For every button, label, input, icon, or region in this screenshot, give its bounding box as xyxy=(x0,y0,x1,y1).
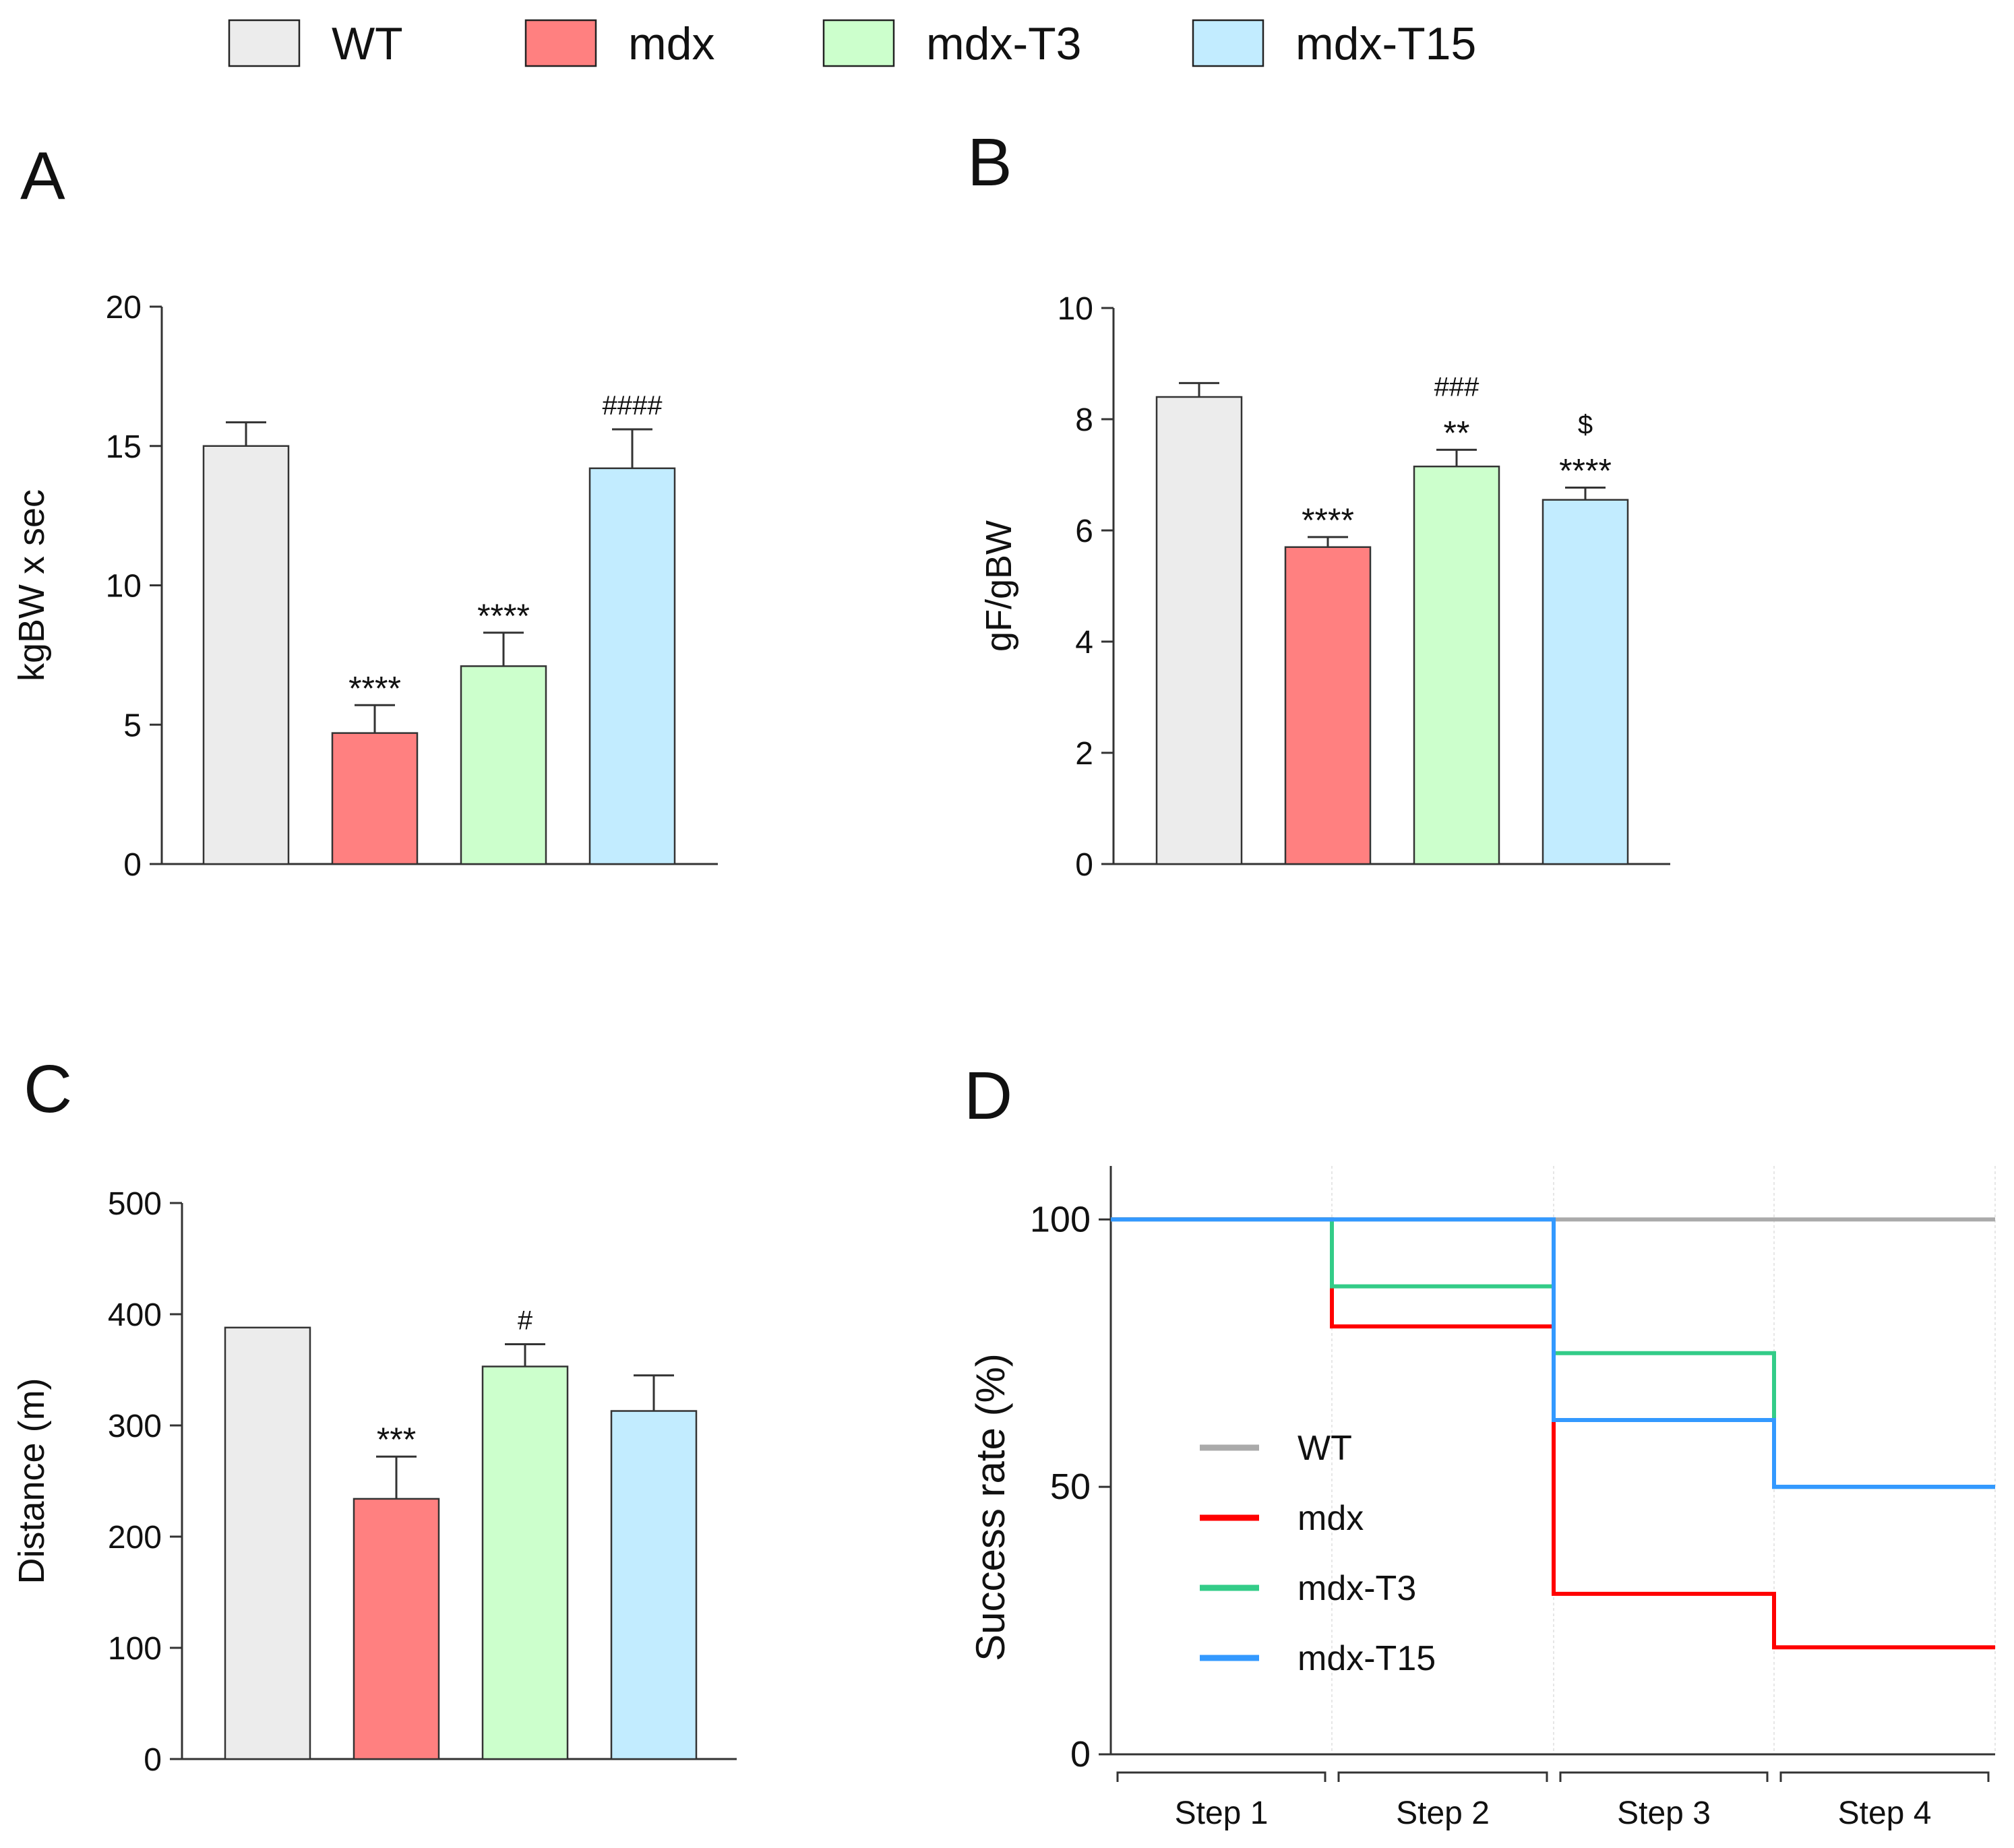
panel-b-y-tick-label: 6 xyxy=(1075,514,1093,549)
panel-b-letter: B xyxy=(967,125,1012,200)
panel-d-y-tick-label: 50 xyxy=(1050,1467,1091,1507)
panel-a-y-tick-label: 10 xyxy=(106,569,142,605)
panel-c-letter: C xyxy=(24,1051,72,1127)
figure-legend: WT mdx mdx-T3 mdx-T15 xyxy=(228,18,1476,69)
legend-label-mdx-t3: mdx-T3 xyxy=(926,18,1081,69)
panel-a-significance-label: **** xyxy=(477,597,530,635)
legend-label-mdx: mdx xyxy=(628,18,714,69)
panel-c-y-tick-label: 200 xyxy=(108,1520,162,1556)
panel-b-significance-label: ### xyxy=(1434,372,1479,402)
panel-c-y-tick-label: 400 xyxy=(108,1297,162,1333)
panel-b-y-axis-label: gF/gBW xyxy=(979,520,1019,652)
panel-c-y-tick-label: 500 xyxy=(108,1186,162,1222)
panel-d-legend-label-mdx: mdx xyxy=(1298,1499,1364,1538)
panel-b-bar-mdx xyxy=(1284,546,1372,865)
panel-a-y-tick-label: 0 xyxy=(123,847,142,883)
panel-b-y-tick-label: 4 xyxy=(1075,625,1093,660)
legend-swatch-mdx xyxy=(524,19,597,67)
panel-d-x-tick-label: Step 2 xyxy=(1396,1795,1490,1831)
panel-c-bar-mdx-t3 xyxy=(481,1365,569,1760)
panel-d-legend-label-mdx-t15: mdx-T15 xyxy=(1298,1639,1436,1678)
panel-c-bar-mdx xyxy=(353,1498,440,1760)
panel-a-bar-wt xyxy=(202,445,290,865)
panel-b-y-tick-label: 8 xyxy=(1075,402,1093,438)
panel-b-bar-wt xyxy=(1155,396,1243,865)
panel-b-significance-label: ** xyxy=(1444,414,1470,452)
panel-b-significance-label: $ xyxy=(1578,410,1593,439)
panel-c-y-tick-label: 300 xyxy=(108,1409,162,1444)
panel-b-significance-label: **** xyxy=(1559,452,1612,489)
panel-c-y-tick-label: 100 xyxy=(108,1631,162,1667)
panel-d-x-tick-label: Step 1 xyxy=(1175,1795,1269,1831)
panel-b-bar-mdx-t15 xyxy=(1542,499,1629,865)
panel-c-bar-chart: C 0 100 200 300 400 500 Distance (m) *** # xyxy=(11,1051,737,1778)
legend-swatch-mdx-t3 xyxy=(822,19,895,67)
panel-c-bar-mdx-t15 xyxy=(610,1410,698,1760)
panel-a-y-tick-label: 15 xyxy=(106,429,142,465)
panel-a-bar-mdx-t15 xyxy=(588,467,676,865)
panel-c-significance-label: *** xyxy=(377,1421,416,1458)
panel-d-step-chart: D 0 50 100 Success rate (%) Step 1 Step 2 Step … xyxy=(964,1058,1996,1831)
panel-d-y-tick-label: 100 xyxy=(1030,1199,1091,1239)
legend-swatch-wt xyxy=(228,19,301,67)
panel-c-bar-wt xyxy=(224,1326,311,1760)
panel-d-series-mdx-t15-overlay xyxy=(1111,1217,1995,1489)
panel-c-significance-label: # xyxy=(518,1306,533,1336)
panel-d-step-bracket xyxy=(1779,1771,1990,1782)
panel-a-bar-mdx-t3 xyxy=(460,665,547,865)
panel-a-significance-label: **** xyxy=(348,669,401,707)
panel-b-y-tick-label: 2 xyxy=(1075,736,1093,772)
panel-c-y-tick-label: 0 xyxy=(144,1742,162,1778)
panel-a-significance-label: #### xyxy=(603,391,663,421)
panel-d-letter: D xyxy=(964,1058,1012,1134)
panel-d-step-bracket xyxy=(1559,1771,1769,1782)
panel-d-step-bracket xyxy=(1337,1771,1548,1782)
legend-label-mdx-t15: mdx-T15 xyxy=(1295,18,1476,69)
panel-d-y-axis-label: Success rate (%) xyxy=(968,1353,1013,1661)
panel-b-bar-mdx-t3 xyxy=(1413,465,1500,865)
panel-a-bar-chart: A 0 5 10 15 20 kgBW x sec **** **** #### xyxy=(11,138,718,883)
legend-label-wt: WT xyxy=(332,18,403,69)
panel-b-y-tick-label: 0 xyxy=(1075,847,1093,883)
panel-a-letter: A xyxy=(20,138,65,214)
panel-d-legend-label-mdx-t3: mdx-T3 xyxy=(1298,1569,1416,1608)
panel-d-x-tick-label: Step 4 xyxy=(1838,1795,1932,1831)
panel-b-significance-label: **** xyxy=(1302,501,1354,539)
panel-d-legend-label-wt: WT xyxy=(1298,1429,1352,1468)
panel-d-x-tick-label: Step 3 xyxy=(1617,1795,1711,1831)
panel-c-y-axis-label: Distance (m) xyxy=(11,1378,52,1584)
panel-a-y-axis-label: kgBW x sec xyxy=(11,489,52,681)
panel-d-step-bracket xyxy=(1116,1771,1326,1782)
panel-a-y-tick-label: 5 xyxy=(123,708,142,743)
panel-b-y-tick-label: 10 xyxy=(1058,291,1093,327)
legend-swatch-mdx-t15 xyxy=(1192,19,1264,67)
panel-a-y-tick-label: 20 xyxy=(106,290,142,326)
panel-a-bar-mdx xyxy=(331,732,419,865)
panel-d-y-tick-label: 0 xyxy=(1070,1734,1091,1775)
